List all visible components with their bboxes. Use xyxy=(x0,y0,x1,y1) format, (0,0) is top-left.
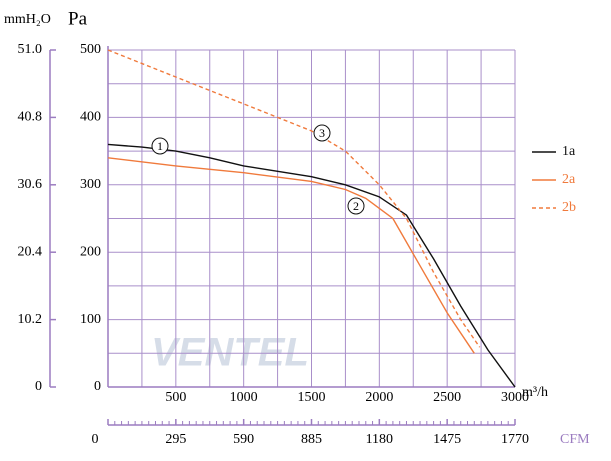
x-tick-label: 2500 xyxy=(433,390,461,405)
y2-unit: mmH₂O xyxy=(4,12,51,27)
y-unit: Pa xyxy=(68,8,88,29)
curve xyxy=(107,157,475,354)
y-tick-label: 500 xyxy=(80,42,101,57)
y-tick-label: 200 xyxy=(80,244,101,259)
legend-label: 1a xyxy=(562,144,576,159)
x2-tick-label: 1770 xyxy=(501,432,529,447)
legend-label: 2a xyxy=(562,172,576,187)
y-tick-label: 0 xyxy=(94,379,101,394)
y-tick-label: 400 xyxy=(80,110,101,125)
annotation-circle xyxy=(151,137,169,155)
legend-label: 2b xyxy=(562,200,576,215)
x-tick-label: 1000 xyxy=(230,390,258,405)
x-tick-label: 2000 xyxy=(365,390,393,405)
x2-tick-label: 295 xyxy=(165,432,186,447)
x2-tick-label: 590 xyxy=(233,432,254,447)
y-tick-label: 300 xyxy=(80,177,101,192)
annotation-circle xyxy=(347,197,365,215)
y2-tick-label: 51.0 xyxy=(18,42,43,57)
annotation-circle xyxy=(313,124,331,142)
curve xyxy=(107,143,516,388)
x2-tick-label: 1180 xyxy=(366,432,393,447)
annotation: 2 xyxy=(353,199,359,213)
x2-unit: CFM xyxy=(560,432,590,447)
x2-tick-label: 885 xyxy=(301,432,322,447)
x2-tick-label: 1475 xyxy=(433,432,461,447)
y2-tick-label: 20.4 xyxy=(18,244,43,259)
x-tick-label: 3000 xyxy=(501,390,529,405)
y-tick-label: 100 xyxy=(80,312,101,327)
x-tick-label: 500 xyxy=(165,390,186,405)
x2-tick-label: 0 xyxy=(92,432,99,447)
curve xyxy=(107,49,481,348)
annotation: 3 xyxy=(319,126,325,140)
x-tick-label: 1500 xyxy=(298,390,326,405)
y2-tick-label: 0 xyxy=(35,379,42,394)
annotation: 1 xyxy=(157,139,163,153)
y2-tick-label: 10.2 xyxy=(18,312,43,327)
watermark: VENTEL xyxy=(151,331,309,375)
x-unit: m³/h xyxy=(522,385,548,400)
y2-tick-label: 40.8 xyxy=(18,110,43,125)
y2-tick-label: 30.6 xyxy=(18,177,43,192)
